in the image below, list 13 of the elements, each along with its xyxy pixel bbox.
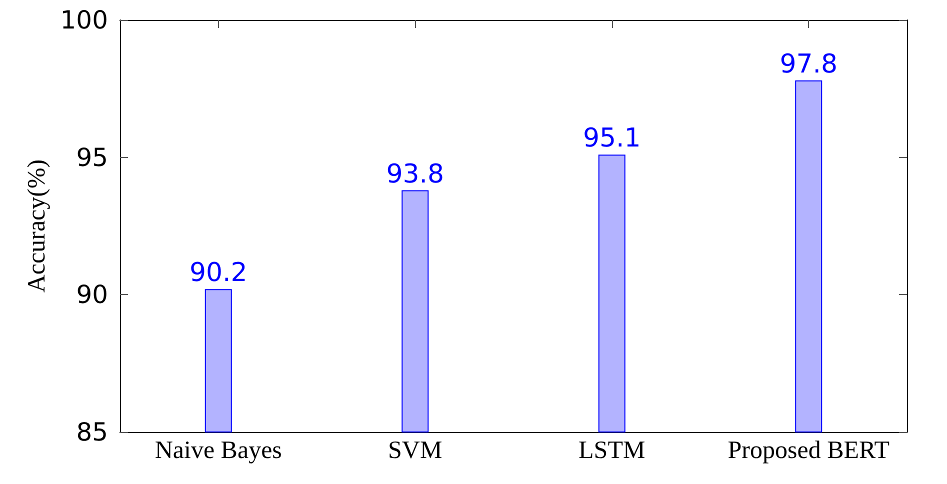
data-label: 90.2 [189, 258, 248, 288]
x-tick-label: SVM [388, 437, 442, 464]
data-label: 93.8 [386, 159, 444, 190]
y-tick-label: 95 [76, 142, 108, 172]
data-label: 95.1 [582, 124, 641, 154]
y-tick-label: 100 [60, 6, 108, 34]
x-tick-label: Proposed BERT [728, 437, 890, 464]
x-tick-label: Naive Bayes [154, 437, 282, 464]
x-tick-label: LSTM [578, 437, 646, 464]
y-tick-label: 90 [76, 280, 108, 310]
y-axis-title: Accuracy(%) [23, 159, 50, 293]
y-tick-label: 85 [76, 418, 108, 446]
data-label: 97.8 [780, 49, 838, 80]
